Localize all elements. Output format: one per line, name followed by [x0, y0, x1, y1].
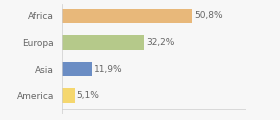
Text: 5,1%: 5,1% [77, 91, 100, 100]
Text: 11,9%: 11,9% [94, 65, 123, 74]
Bar [62, 35, 144, 50]
Bar [62, 88, 75, 103]
Bar [62, 62, 92, 76]
Text: 32,2%: 32,2% [146, 38, 175, 47]
Bar [62, 9, 192, 23]
Text: 50,8%: 50,8% [194, 11, 223, 20]
